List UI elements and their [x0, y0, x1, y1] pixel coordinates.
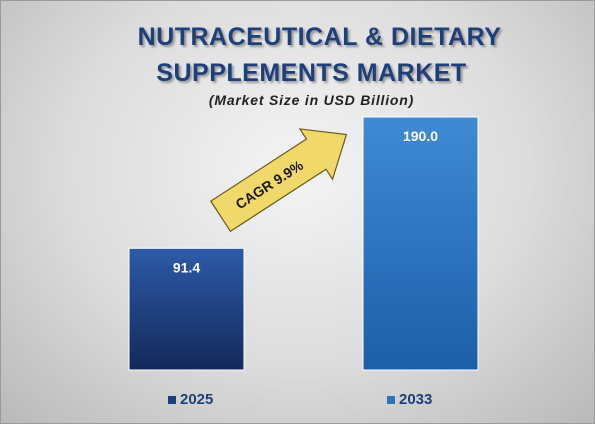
- cagr-arrow: CAGR 9.9%: [209, 128, 348, 233]
- legend-swatch-2025: [168, 395, 176, 404]
- chart-title-line2: SUPPLEMENTS MARKET: [156, 59, 467, 87]
- legend-label-2025: 2025: [180, 391, 214, 408]
- data-label-2025: 91.4: [173, 259, 200, 275]
- chart-subtitle: (Market Size in USD Billion): [208, 92, 415, 108]
- legend-label-2033: 2033: [399, 391, 433, 408]
- legend-item-2025: 2025: [168, 391, 213, 408]
- bar-2033: [362, 116, 479, 371]
- legend-item-2033: 2033: [387, 391, 432, 408]
- chart-title-line1: NUTRACEUTICAL & DIETARY: [137, 23, 502, 51]
- data-label-2033: 190.0: [403, 128, 438, 144]
- legend-swatch-2033: [387, 395, 395, 404]
- bar-2025: [128, 247, 245, 371]
